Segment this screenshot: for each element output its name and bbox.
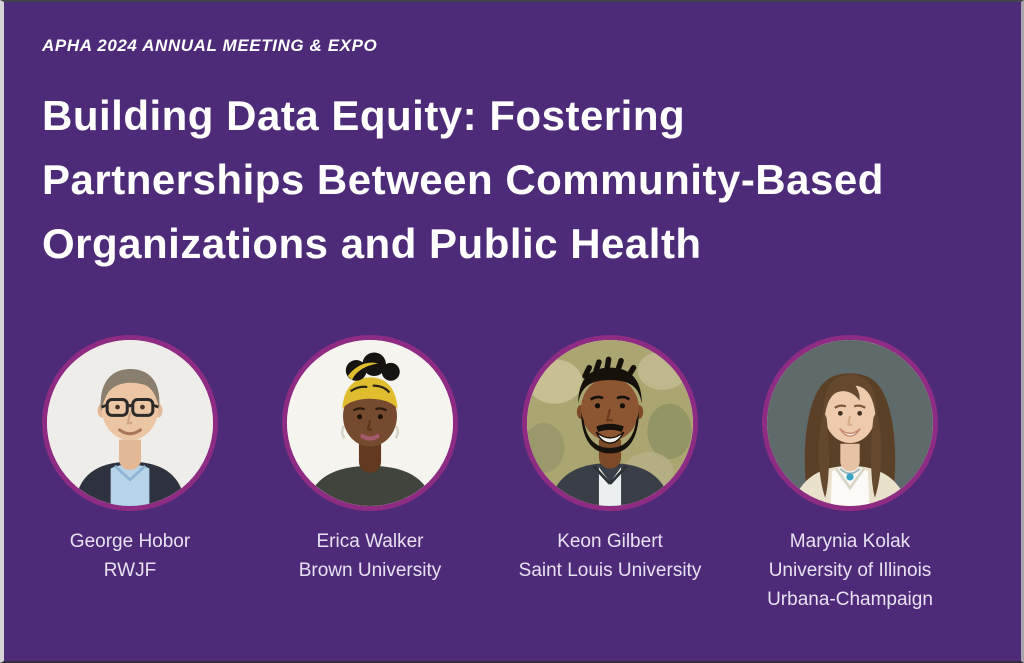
speaker-name: Erica Walker <box>316 531 424 552</box>
slide-title-line-2: Partnerships Between Community-Based <box>42 156 884 203</box>
speaker-card: Marynia Kolak University of Illinois Urb… <box>740 335 960 614</box>
speakers-row: George Hobor RWJF <box>20 335 1021 614</box>
slide-title-line-3: Organizations and Public Health <box>42 220 702 267</box>
speaker-card: George Hobor RWJF <box>20 335 240 614</box>
headshot-keon-gilbert <box>527 340 693 506</box>
speaker-photo-ring <box>762 335 938 511</box>
speaker-affiliation: Saint Louis University <box>518 560 702 581</box>
speaker-affiliation: Brown University <box>298 560 442 581</box>
speaker-card: Keon Gilbert Saint Louis University <box>500 335 720 614</box>
speaker-affiliation: RWJF <box>103 560 157 581</box>
headshot-erica-walker <box>287 340 453 506</box>
headshot-marynia-kolak <box>767 340 933 506</box>
speaker-affiliation: University of Illinois Urbana-Champaign <box>767 560 933 610</box>
headshot-george-hobor <box>47 340 213 506</box>
speaker-photo-ring <box>282 335 458 511</box>
slide-title-line-1: Building Data Equity: Fostering <box>42 92 686 139</box>
speaker-name: Keon Gilbert <box>557 531 663 552</box>
speaker-name: Marynia Kolak <box>789 531 911 552</box>
speaker-photo-ring <box>522 335 698 511</box>
speaker-photo-ring <box>42 335 218 511</box>
speaker-name: George Hobor <box>69 531 191 552</box>
slide-title: Building Data Equity: Fostering Partners… <box>42 84 991 276</box>
event-eyebrow: APHA 2024 ANNUAL MEETING & EXPO <box>42 36 378 55</box>
speaker-card: Erica Walker Brown University <box>260 335 480 614</box>
